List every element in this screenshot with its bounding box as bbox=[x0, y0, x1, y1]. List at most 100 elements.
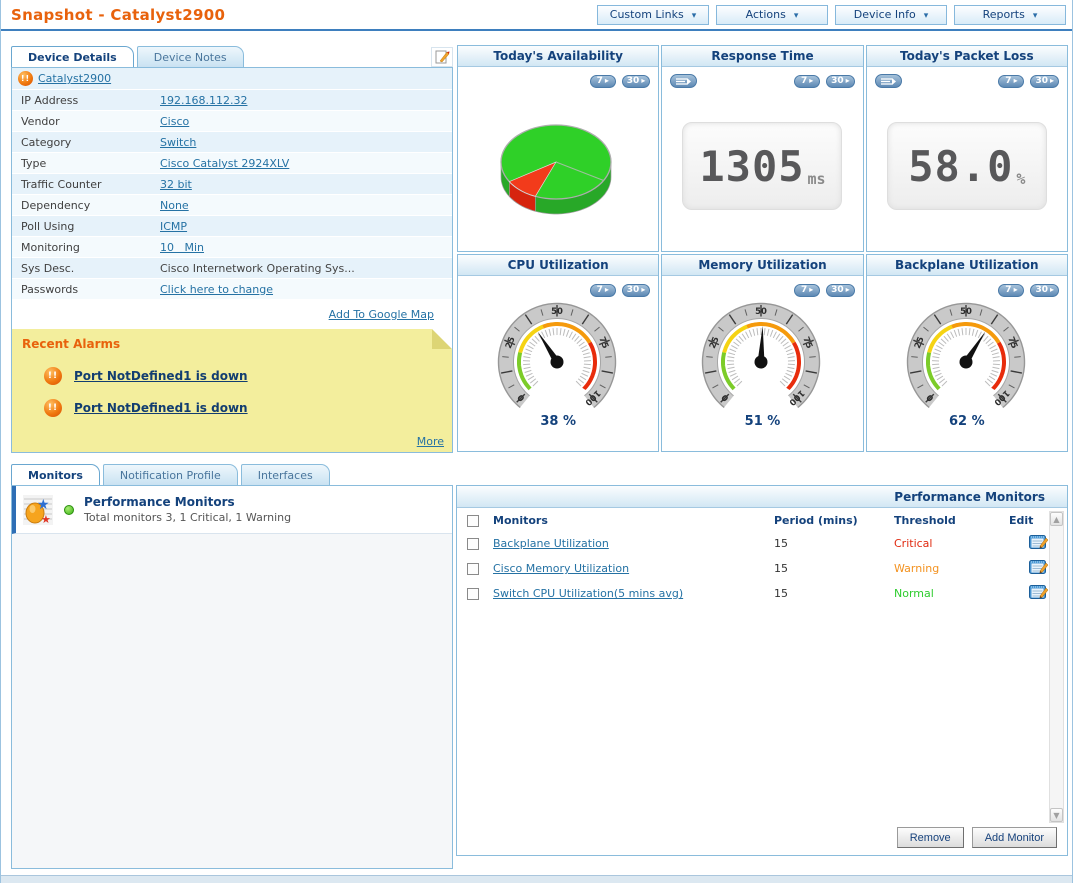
col-edit: Edit bbox=[1009, 514, 1034, 527]
svg-text:100: 100 bbox=[787, 388, 807, 408]
row-checkbox[interactable] bbox=[467, 538, 479, 550]
table-scrollbar[interactable] bbox=[1049, 511, 1064, 823]
tab-device-details[interactable]: Device Details bbox=[11, 46, 134, 67]
report-30-days-button[interactable]: 30 bbox=[826, 283, 855, 297]
alert-icon bbox=[44, 367, 62, 385]
backplane-value: 62 % bbox=[948, 414, 985, 429]
edit-monitor-button[interactable] bbox=[1029, 535, 1049, 553]
report-7-days-button[interactable]: 7 bbox=[589, 283, 616, 297]
memory-title: Memory Utilization bbox=[662, 255, 863, 276]
device-name-row: Catalyst2900 bbox=[12, 68, 452, 90]
edit-monitor-button[interactable] bbox=[1029, 585, 1049, 603]
tab-monitors[interactable]: Monitors bbox=[11, 464, 100, 485]
monitor-link[interactable]: Switch CPU Utilization(5 mins avg) bbox=[493, 587, 684, 600]
list-item-title: Performance Monitors bbox=[84, 495, 235, 509]
recent-alarms-box: Recent Alarms Port NotDefined1 is down P… bbox=[12, 329, 452, 452]
packet-loss-panel: Today's Packet Loss 7 30 bbox=[865, 45, 1068, 252]
col-threshold: Threshold bbox=[894, 514, 956, 527]
google-map-row: Add To Google Map bbox=[12, 300, 452, 327]
vendor-link[interactable]: Cisco bbox=[160, 114, 190, 128]
tab-notification-profile[interactable]: Notification Profile bbox=[102, 464, 238, 485]
svg-text:0: 0 bbox=[720, 392, 731, 403]
cpu-title: CPU Utilization bbox=[458, 255, 659, 276]
report-30-days-button[interactable]: 30 bbox=[1030, 283, 1059, 297]
reports-menu[interactable]: Reports bbox=[954, 4, 1066, 25]
period-value: 15 bbox=[774, 562, 788, 575]
dashboard: Today's Availability 7 30 Response Time bbox=[457, 45, 1068, 453]
backplane-panel: Backplane Utilization 7 30 0 25 50 75 100 62… bbox=[865, 254, 1068, 452]
alarm-link[interactable]: Port NotDefined1 is down bbox=[74, 401, 248, 415]
view-graph-button[interactable] bbox=[670, 74, 698, 88]
scroll-up-button[interactable] bbox=[1050, 512, 1063, 526]
performance-monitors-list-item[interactable]: ★ ★ Performance Monitors Total monitors … bbox=[12, 486, 452, 534]
tab-device-notes[interactable]: Device Notes bbox=[136, 46, 244, 67]
category-link[interactable]: Switch bbox=[160, 135, 197, 149]
type-link[interactable]: Cisco Catalyst 2924XLV bbox=[160, 156, 290, 170]
detail-row: Dependency None bbox=[12, 195, 452, 216]
report-30-days-button[interactable]: 30 bbox=[621, 74, 651, 88]
edit-monitor-button[interactable] bbox=[1029, 560, 1049, 578]
chevron-down-icon bbox=[1033, 8, 1038, 21]
star-icon: ★ bbox=[37, 497, 50, 513]
edit-notes-button[interactable] bbox=[431, 47, 453, 67]
device-info-menu[interactable]: Device Info bbox=[835, 4, 947, 25]
svg-text:100: 100 bbox=[583, 388, 603, 408]
period-value: 15 bbox=[774, 587, 788, 600]
report-7-days-button[interactable]: 7 bbox=[998, 283, 1025, 297]
chevron-down-icon bbox=[794, 8, 799, 21]
packet-loss-display: 58.0 % bbox=[886, 122, 1047, 210]
report-30-days-button[interactable]: 30 bbox=[1030, 74, 1059, 88]
performance-monitors-icon: ★ ★ bbox=[23, 494, 53, 526]
actions-menu[interactable]: Actions bbox=[716, 4, 828, 25]
poll-using-link[interactable]: ICMP bbox=[160, 219, 188, 233]
report-30-days-button[interactable]: 30 bbox=[621, 283, 651, 297]
panel-title: Performance Monitors bbox=[457, 486, 1067, 508]
svg-text:0: 0 bbox=[925, 392, 936, 403]
pencil-icon bbox=[435, 50, 450, 64]
dependency-link[interactable]: None bbox=[160, 198, 189, 212]
more-alarms-link[interactable]: More bbox=[416, 435, 444, 448]
passwords-link[interactable]: Click here to change bbox=[160, 282, 274, 296]
detail-row: Type Cisco Catalyst 2924XLV bbox=[12, 153, 452, 174]
monitoring-interval-link[interactable]: 10 Min bbox=[160, 240, 205, 254]
arrow-right-icon bbox=[809, 76, 813, 86]
row-checkbox[interactable] bbox=[467, 588, 479, 600]
report-30-days-button[interactable]: 30 bbox=[826, 74, 855, 88]
report-7-days-button[interactable]: 7 bbox=[998, 74, 1025, 88]
backplane-gauge: 0 25 50 75 100 62 % bbox=[867, 300, 1067, 429]
monitor-link[interactable]: Backplane Utilization bbox=[493, 537, 609, 550]
period-value: 15 bbox=[774, 537, 788, 550]
arrow-right-icon bbox=[1014, 76, 1018, 86]
remove-button[interactable]: Remove bbox=[896, 827, 964, 848]
report-7-days-button[interactable]: 7 bbox=[589, 74, 616, 88]
ip-address-link[interactable]: 192.168.112.32 bbox=[160, 93, 248, 107]
select-all-checkbox[interactable] bbox=[467, 515, 479, 527]
memory-gauge: 0 25 50 75 100 51 % bbox=[662, 300, 862, 429]
arrow-right-icon bbox=[641, 285, 645, 295]
svg-text:100: 100 bbox=[991, 388, 1011, 408]
device-tabs: Device Details Device Notes bbox=[11, 45, 453, 67]
custom-links-menu[interactable]: Custom Links bbox=[597, 4, 709, 25]
svg-text:50: 50 bbox=[960, 307, 972, 317]
arrow-right-icon bbox=[605, 76, 609, 86]
arrow-right-icon bbox=[605, 285, 609, 295]
scroll-down-button[interactable] bbox=[1050, 808, 1063, 822]
cpu-value: 38 % bbox=[540, 414, 576, 429]
col-period: Period (mins) bbox=[774, 514, 858, 527]
monitor-link[interactable]: Cisco Memory Utilization bbox=[493, 562, 630, 575]
add-to-google-map-link[interactable]: Add To Google Map bbox=[328, 308, 434, 321]
svg-text:50: 50 bbox=[756, 307, 768, 317]
svg-text:25: 25 bbox=[504, 335, 518, 350]
alarm-link[interactable]: Port NotDefined1 is down bbox=[74, 369, 248, 383]
table-header-row: Monitors Period (mins) Threshold Edit bbox=[463, 510, 1053, 531]
add-monitor-button[interactable]: Add Monitor bbox=[971, 827, 1057, 848]
view-graph-button[interactable] bbox=[874, 74, 902, 88]
tab-interfaces[interactable]: Interfaces bbox=[240, 464, 330, 485]
traffic-counter-link[interactable]: 32 bit bbox=[160, 177, 192, 191]
report-7-days-button[interactable]: 7 bbox=[794, 74, 821, 88]
device-name-link[interactable]: Catalyst2900 bbox=[38, 72, 112, 85]
row-checkbox[interactable] bbox=[467, 563, 479, 575]
report-7-days-button[interactable]: 7 bbox=[794, 283, 821, 297]
monitor-category-list: ★ ★ Performance Monitors Total monitors … bbox=[11, 485, 453, 869]
